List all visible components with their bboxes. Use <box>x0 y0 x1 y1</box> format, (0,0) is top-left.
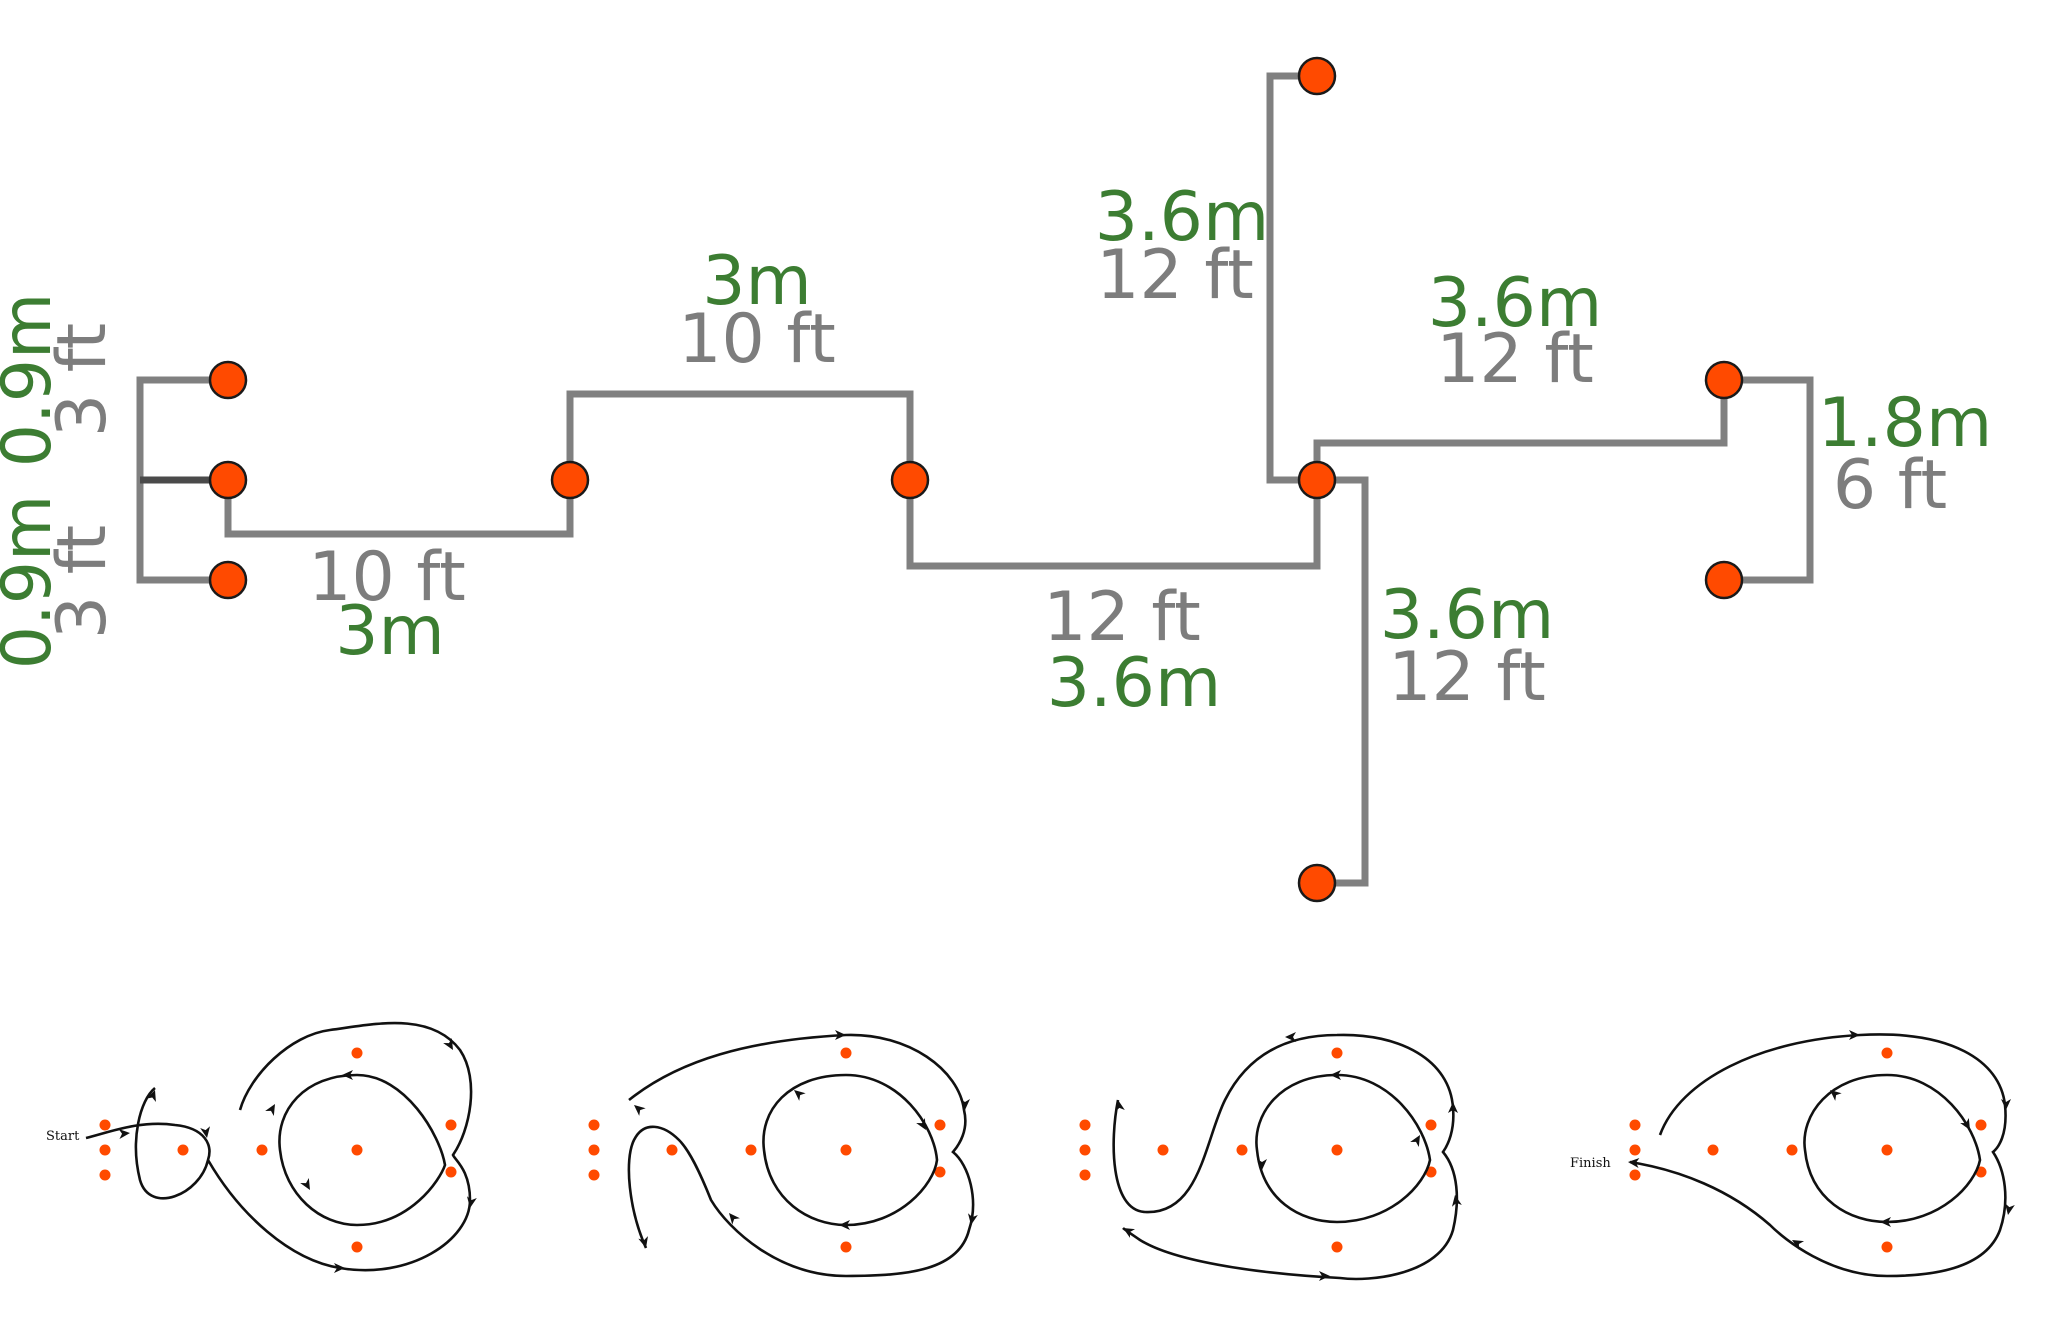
third-span-imperial-label: 12 ft <box>1043 578 1201 657</box>
finish-label: Finish <box>1570 1156 1611 1171</box>
left-lower-metric-label: 0.9m <box>0 495 67 669</box>
step-1-cones <box>99 1047 457 1253</box>
route-step-4: Finish <box>1570 1030 2015 1278</box>
right-pair-metric-label: 1.8m <box>1818 384 1992 463</box>
south-arm-metric-label: 3.6m <box>1380 576 1554 655</box>
first-span-line <box>224 480 574 538</box>
north-arm-metric-label: 3.6m <box>1095 178 1269 257</box>
step-4-outer-path <box>1629 1033 2007 1278</box>
step-2-cones <box>588 1047 946 1253</box>
first-span-imperial-label: 10 ft <box>308 538 466 617</box>
cone-marker-icon <box>208 360 248 400</box>
cone-marker-icon <box>1297 460 1337 500</box>
direction-arrow-icon <box>1960 1117 1975 1133</box>
left-lower-imperial-label: 3 ft <box>43 525 122 639</box>
direction-arrow-icon <box>2001 1099 2011 1110</box>
route-step-3 <box>1079 1032 1462 1281</box>
cone-marker-icon <box>208 560 248 600</box>
left-upper-metric-label: 0.9m <box>0 293 67 467</box>
cone-marker-icon <box>550 460 590 500</box>
cone-marker-icon <box>1297 56 1337 96</box>
cone-marker-icon <box>208 460 248 500</box>
direction-arrow-icon <box>200 1126 212 1139</box>
left-upper-imperial-label: 3 ft <box>43 323 122 437</box>
east-arm-metric-label: 3.6m <box>1428 264 1602 343</box>
cone-marker-icon <box>890 460 930 500</box>
right-pair-imperial-label: 6 ft <box>1833 446 1947 525</box>
step-3-inner-loop <box>1255 1073 1432 1224</box>
step-1-inner-loop <box>278 1073 447 1227</box>
third-span-line <box>906 480 1321 570</box>
step-1-loop-path <box>206 1021 473 1272</box>
route-step-2 <box>588 1030 978 1278</box>
start-label: Start <box>46 1129 80 1144</box>
route-step-1: Start <box>46 1021 477 1273</box>
cone-marker-icon <box>1704 360 1744 400</box>
second-span-imperial-label: 10 ft <box>678 300 836 379</box>
direction-arrow-icon <box>960 1099 970 1110</box>
step-4-cones <box>1629 1047 1987 1253</box>
first-span-metric-label: 3m <box>335 592 445 671</box>
north-arm-imperial-label: 12 ft <box>1096 236 1254 315</box>
step-1-route-path <box>85 1086 211 1200</box>
right-pair-line <box>1724 376 1814 584</box>
south-arm-line <box>1317 476 1369 887</box>
second-span-metric-label: 3m <box>702 242 812 321</box>
direction-arrow-icon <box>118 1128 131 1139</box>
step-3-s-path <box>1112 1033 1459 1281</box>
cone-marker-icon <box>1704 560 1744 600</box>
direction-arrow-icon <box>300 1177 315 1193</box>
step-2-outer-path <box>627 1033 975 1278</box>
north-arm-line <box>1266 72 1317 484</box>
direction-arrow-icon <box>265 1101 280 1117</box>
south-arm-imperial-label: 12 ft <box>1388 638 1546 717</box>
cone-marker-icon <box>1297 863 1337 903</box>
course-layout: 0.9m 3 ft 0.9m 3 ft 10 ft 3m 3m 10 ft 12… <box>0 56 1992 903</box>
second-span-line <box>566 390 914 480</box>
east-arm-imperial-label: 12 ft <box>1436 320 1594 399</box>
direction-arrow-icon <box>630 1101 646 1116</box>
third-span-metric-label: 3.6m <box>1047 644 1221 723</box>
